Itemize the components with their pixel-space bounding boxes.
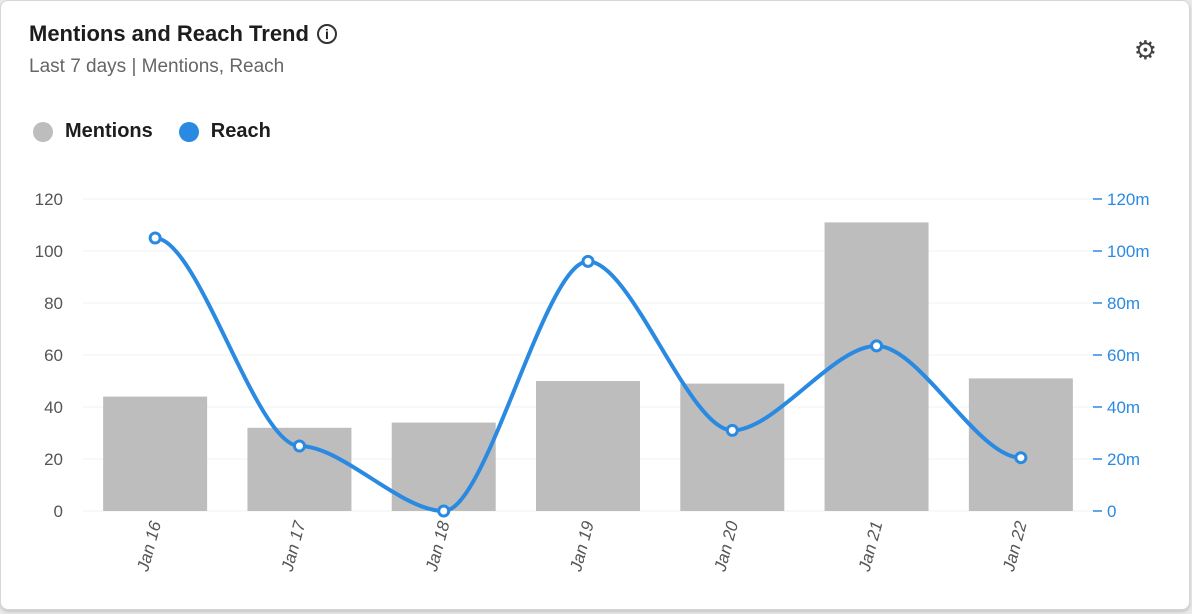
- bar-mentions: [103, 396, 208, 511]
- bar-mentions: [968, 378, 1073, 511]
- legend-label: Mentions: [65, 120, 153, 142]
- x-tick-label: Jan 19: [566, 519, 598, 575]
- bar-mentions: [824, 222, 929, 511]
- y2-tick-label: 0: [1107, 502, 1116, 521]
- info-icon[interactable]: i: [316, 24, 337, 44]
- legend: Mentions Reach: [33, 120, 271, 143]
- reach-point: [437, 504, 451, 518]
- legend-item-mentions[interactable]: Mentions: [33, 120, 153, 143]
- legend-label: Reach: [210, 120, 271, 142]
- title-text: Mentions and Reach Trend: [29, 21, 309, 46]
- x-tick-label: Jan 17: [277, 519, 309, 575]
- y-tick-label: 80: [44, 294, 63, 313]
- x-tick-label: Jan 21: [855, 519, 887, 574]
- x-tick-label: Jan 18: [422, 519, 454, 575]
- y2-tick-label: 40m: [1107, 398, 1140, 417]
- reach-point: [725, 423, 739, 437]
- reach-point: [148, 231, 162, 245]
- settings-gear-icon[interactable]: ⚙: [1133, 35, 1157, 65]
- y-tick-label: 20: [44, 450, 63, 469]
- legend-item-reach[interactable]: Reach: [178, 120, 271, 143]
- reach-point: [581, 254, 595, 268]
- x-tick-label: Jan 22: [999, 519, 1031, 575]
- y-tick-label: 60: [44, 346, 63, 365]
- y2-tick-label: 60m: [1107, 346, 1140, 365]
- y2-tick-label: 100m: [1107, 242, 1150, 261]
- bar-mentions: [536, 381, 640, 511]
- reach-swatch: [178, 121, 199, 142]
- x-tick-label: Jan 16: [133, 519, 165, 575]
- y-tick-label: 40: [44, 398, 63, 417]
- chart-title: Mentions and Reach Trend i: [29, 21, 337, 47]
- y2-tick-label: 80m: [1107, 294, 1140, 313]
- x-tick-label: Jan 20: [710, 519, 742, 575]
- reach-point: [870, 339, 884, 353]
- y-tick-label: 120: [35, 190, 63, 209]
- y-tick-label: 100: [35, 242, 63, 261]
- reach-point: [292, 439, 306, 453]
- reach-point: [1014, 451, 1028, 465]
- bar-mentions: [391, 422, 496, 511]
- y2-tick-label: 20m: [1107, 450, 1140, 469]
- chart-subtitle: Last 7 days | Mentions, Reach: [29, 56, 285, 77]
- mentions-swatch: [33, 121, 53, 142]
- y2-tick-label: 120m: [1107, 190, 1150, 209]
- y-tick-label: 0: [54, 502, 63, 521]
